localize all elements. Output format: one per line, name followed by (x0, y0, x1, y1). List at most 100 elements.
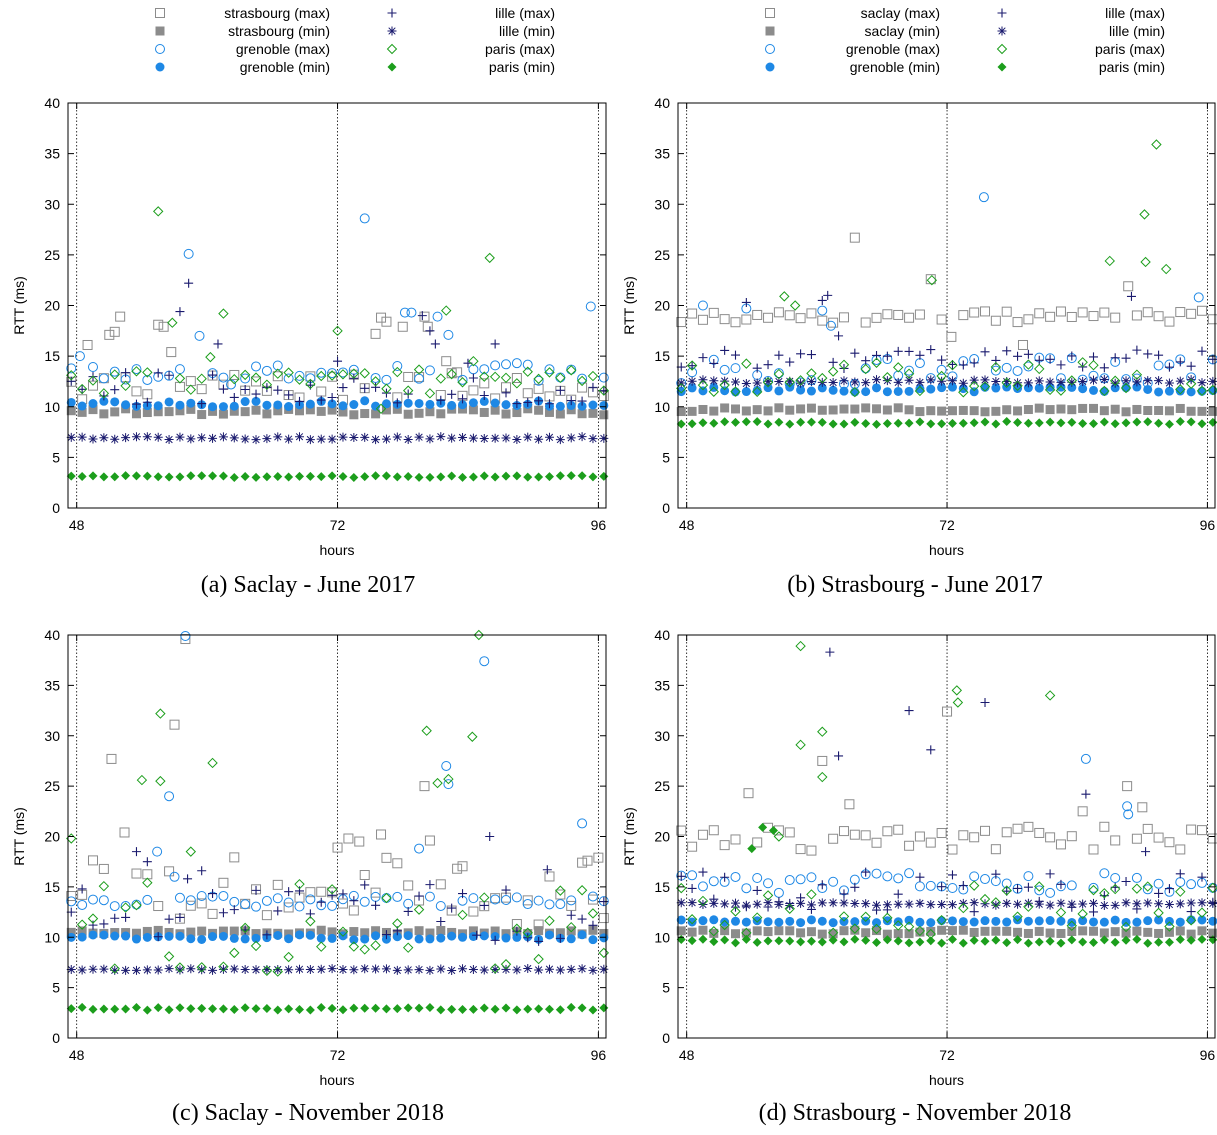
legend-marker (997, 62, 1007, 72)
data-point (479, 1003, 489, 1013)
data-point (512, 435, 522, 445)
series-paris-min (66, 471, 609, 483)
data-point (1164, 386, 1174, 396)
data-point (414, 1003, 424, 1013)
data-point (730, 404, 740, 414)
data-point (555, 928, 565, 938)
data-point (544, 407, 554, 417)
data-point (218, 432, 228, 442)
data-point (490, 360, 501, 371)
data-point (66, 471, 76, 481)
data-point (1055, 306, 1066, 317)
data-point (473, 629, 485, 641)
data-point (785, 405, 795, 415)
series-saclay-min (676, 403, 1217, 417)
data-point (360, 934, 370, 944)
data-point (142, 367, 153, 378)
data-point (1110, 353, 1120, 363)
data-point (741, 387, 751, 397)
data-point (839, 926, 849, 936)
data-point (844, 799, 855, 810)
data-point (752, 417, 762, 427)
data-point (1126, 291, 1136, 301)
data-point (588, 382, 598, 392)
data-point (458, 932, 468, 942)
data-point (1034, 418, 1044, 428)
data-point (947, 418, 957, 428)
data-point (338, 383, 348, 393)
data-point (828, 419, 838, 429)
data-point (936, 364, 947, 375)
data-point (218, 890, 229, 901)
data-point (774, 917, 784, 927)
data-point (1131, 833, 1142, 844)
data-point (392, 432, 402, 442)
data-point (752, 937, 762, 947)
data-point (599, 964, 609, 974)
data-point (676, 419, 686, 429)
data-point (1175, 935, 1185, 945)
data-point (77, 432, 87, 442)
data-point (88, 471, 98, 481)
data-point (1142, 823, 1153, 834)
data-point (720, 345, 730, 355)
y-axis-label: RTT (ms) (621, 276, 637, 335)
data-point (1013, 417, 1023, 427)
data-point (774, 936, 784, 946)
data-point (555, 435, 565, 445)
data-point (208, 965, 218, 975)
data-point (980, 407, 990, 417)
data-point (501, 400, 511, 410)
data-point (131, 900, 142, 911)
series-paris-min (676, 822, 1217, 948)
data-point (403, 398, 413, 408)
data-point (207, 908, 218, 919)
data-point (360, 472, 370, 482)
data-point (763, 406, 773, 416)
data-point (795, 640, 806, 652)
data-point (316, 925, 326, 935)
data-point (142, 877, 153, 888)
data-point (1186, 308, 1197, 319)
data-point (720, 926, 730, 936)
data-point (197, 433, 207, 443)
data-point (687, 419, 697, 429)
data-point (958, 360, 968, 370)
data-point (599, 400, 609, 410)
data-point (441, 305, 452, 316)
data-point (882, 419, 892, 429)
data-point (687, 406, 697, 416)
data-point (817, 916, 827, 926)
data-point (544, 367, 555, 378)
data-point (785, 419, 795, 429)
data-point (251, 389, 261, 399)
data-point (743, 788, 754, 799)
data-point (240, 397, 250, 407)
data-point (872, 419, 882, 429)
data-point (1175, 307, 1186, 318)
data-point (164, 407, 174, 417)
data-point (1013, 883, 1023, 893)
data-point (1089, 898, 1098, 908)
data-point (730, 377, 740, 387)
data-point (861, 387, 871, 397)
data-point (1034, 403, 1044, 413)
data-point (66, 927, 76, 937)
data-point (925, 837, 936, 848)
data-point (1013, 935, 1023, 945)
data-point (1197, 898, 1207, 908)
data-point (414, 843, 425, 854)
data-point (576, 885, 588, 896)
data-point (555, 372, 566, 383)
data-point (719, 379, 730, 391)
data-point (904, 418, 914, 428)
x-axis-label: hours (929, 542, 964, 558)
data-point (860, 830, 871, 841)
data-point (991, 419, 1001, 429)
legend-marker (996, 43, 1008, 55)
data-point (763, 917, 773, 927)
data-point (937, 899, 947, 909)
data-point (566, 926, 576, 936)
data-point (468, 893, 479, 904)
data-point (1078, 899, 1088, 909)
